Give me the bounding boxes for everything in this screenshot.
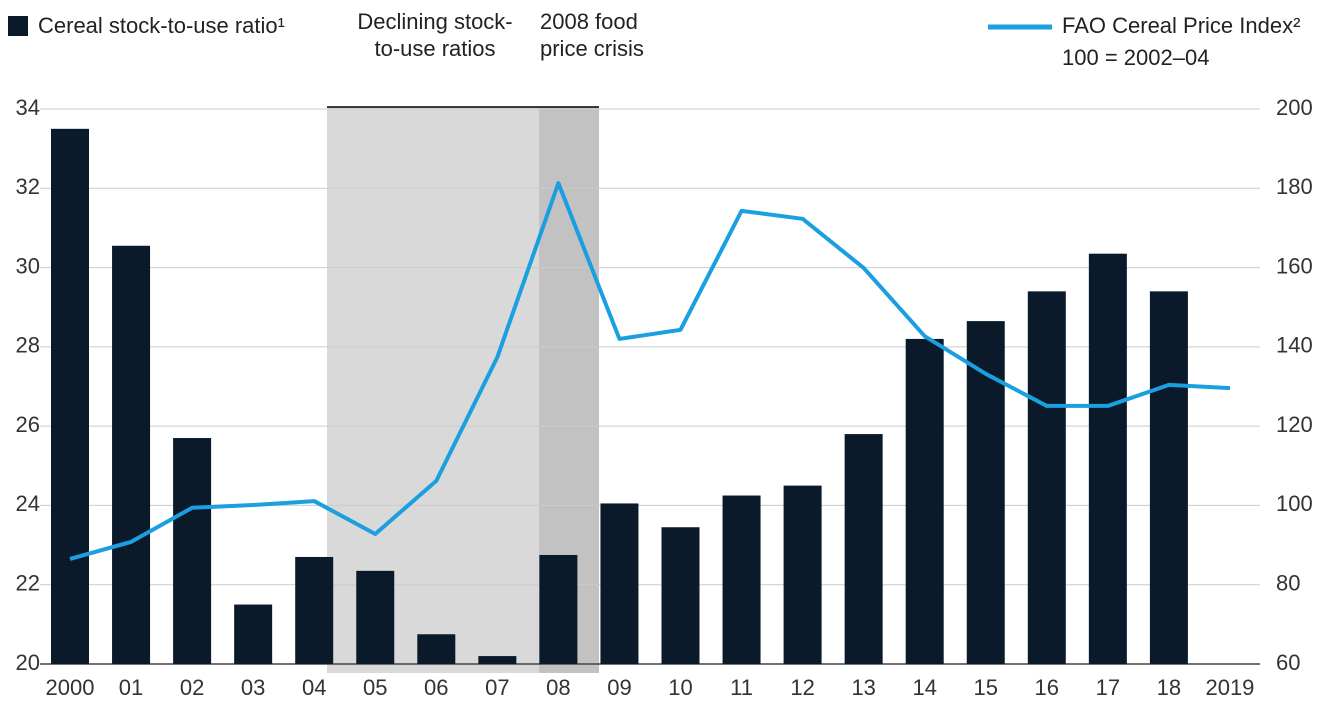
y2-axis-label: 100 = 2002–04 [1062, 45, 1210, 70]
x-tick-label: 10 [668, 675, 692, 700]
x-tick-label: 03 [241, 675, 265, 700]
bar [600, 503, 639, 664]
y2-tick-label: 100 [1276, 491, 1313, 516]
x-tick-label: 04 [302, 675, 326, 700]
bar [1149, 291, 1188, 664]
y-tick-label: 28 [16, 333, 40, 358]
y2-tick-label: 80 [1276, 571, 1300, 596]
bar [661, 527, 700, 664]
bar [356, 570, 395, 664]
bar [783, 485, 822, 664]
annotation: 2008 food price crisis [540, 9, 644, 61]
y2-tick-label: 160 [1276, 253, 1313, 278]
x-tick-label: 15 [974, 675, 998, 700]
y2-tick-label: 120 [1276, 412, 1313, 437]
bar [112, 245, 151, 664]
x-tick-label: 02 [180, 675, 204, 700]
x-tick-label: 01 [119, 675, 143, 700]
y2-tick-label: 140 [1276, 333, 1313, 358]
x-tick-label: 2000 [46, 675, 95, 700]
legend-line: FAO Cereal Price Index² [1062, 13, 1301, 38]
y2-tick-label: 180 [1276, 174, 1313, 199]
bar [234, 604, 273, 664]
x-tick-label: 2019 [1205, 675, 1254, 700]
x-tick-label: 14 [912, 675, 936, 700]
bar [722, 495, 761, 664]
x-tick-label: 12 [790, 675, 814, 700]
marks [51, 128, 1231, 665]
y-tick-label: 30 [16, 253, 40, 278]
y-tick-label: 24 [16, 491, 40, 516]
bar [1088, 253, 1127, 665]
x-tick-label: 11 [730, 675, 753, 700]
annotation: Declining stock-to-use ratios [357, 9, 513, 61]
y2-tick-label: 60 [1276, 650, 1300, 675]
y-tick-label: 22 [16, 571, 40, 596]
line [69, 181, 1231, 561]
bar [539, 554, 578, 664]
y-tick-label: 32 [16, 174, 40, 199]
legend-bar: Cereal stock-to-use ratio¹ [38, 13, 285, 38]
bar [844, 434, 883, 664]
bar [478, 656, 517, 664]
y-tick-label: 34 [16, 95, 40, 120]
x-tick-label: 06 [424, 675, 448, 700]
x-tick-label: 07 [485, 675, 509, 700]
x-tick-label: 13 [851, 675, 875, 700]
x-tick-label: 18 [1157, 675, 1181, 700]
bar [905, 338, 944, 664]
x-tick-label: 09 [607, 675, 631, 700]
bar [173, 438, 212, 664]
y2-tick-label: 200 [1276, 95, 1313, 120]
bar [295, 556, 334, 664]
y-tick-label: 20 [16, 650, 40, 675]
bar [417, 634, 456, 664]
bar [1027, 291, 1066, 664]
x-tick-label: 05 [363, 675, 387, 700]
x-tick-label: 08 [546, 675, 570, 700]
x-tick-label: 16 [1035, 675, 1059, 700]
legend-swatch-bar [8, 16, 28, 36]
y-tick-label: 26 [16, 412, 40, 437]
x-tick-label: 17 [1096, 675, 1120, 700]
bar [51, 128, 89, 665]
